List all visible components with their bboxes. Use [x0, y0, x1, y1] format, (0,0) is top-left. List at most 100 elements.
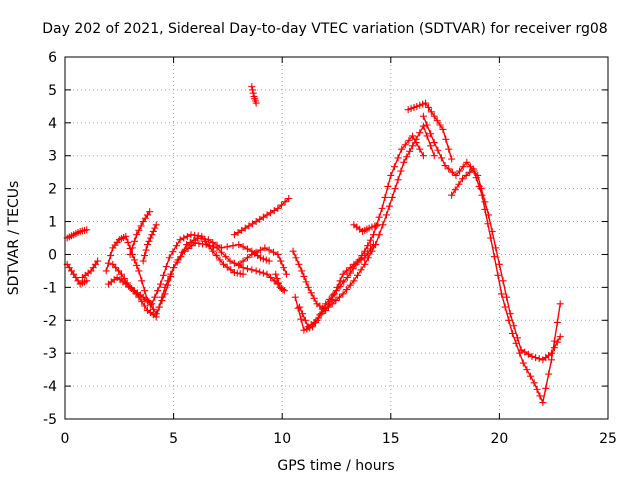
data-point-marker — [361, 247, 369, 255]
data-point-marker — [248, 83, 256, 91]
data-point-marker — [292, 254, 300, 262]
data-point-marker — [452, 171, 460, 179]
data-point-marker — [406, 147, 414, 155]
data-point-marker — [270, 207, 278, 215]
data-point-marker — [530, 379, 538, 387]
series-arc-15 — [291, 122, 438, 334]
y-tick-label: 2 — [48, 182, 57, 198]
data-point-marker — [149, 227, 157, 235]
data-point-marker — [456, 167, 464, 175]
data-point-marker — [275, 279, 283, 287]
data-point-marker — [167, 270, 175, 278]
data-point-marker — [545, 370, 553, 378]
data-point-marker — [455, 180, 463, 188]
data-point-marker — [350, 277, 358, 285]
data-point-marker — [535, 355, 543, 363]
data-point-marker — [180, 247, 188, 255]
data-point-marker — [277, 257, 285, 265]
data-point-marker — [151, 224, 159, 232]
data-point-marker — [252, 248, 260, 256]
data-point-marker — [312, 318, 320, 326]
data-point-marker — [416, 101, 424, 109]
data-point-marker — [252, 99, 260, 107]
data-point-marker — [364, 254, 372, 262]
data-point-marker — [445, 145, 453, 153]
data-point-marker — [487, 234, 495, 242]
data-point-marker — [407, 105, 415, 113]
data-point-marker — [463, 158, 471, 166]
data-point-marker — [459, 163, 467, 171]
data-point-marker — [161, 283, 169, 291]
data-point-marker — [325, 303, 333, 311]
data-point-marker — [162, 263, 170, 271]
data-point-marker — [495, 260, 503, 268]
data-point-marker — [152, 221, 160, 229]
data-point-marker — [329, 291, 337, 299]
data-point-marker — [131, 256, 139, 264]
data-point-marker — [180, 234, 188, 242]
data-point-marker — [252, 218, 260, 226]
data-point-marker — [405, 136, 413, 144]
data-point-marker — [352, 260, 360, 268]
data-point-marker — [353, 271, 361, 279]
data-point-marker — [141, 287, 149, 295]
data-point-marker — [510, 322, 518, 330]
data-point-marker — [416, 129, 424, 137]
data-point-marker — [295, 260, 303, 268]
data-point-marker — [374, 221, 382, 229]
y-tick-label: 1 — [48, 215, 57, 231]
data-point-marker — [339, 270, 347, 278]
data-point-marker — [243, 254, 251, 262]
data-point-marker — [394, 176, 402, 184]
data-point-marker — [492, 244, 500, 252]
x-axis-label: GPS time / hours — [277, 458, 394, 474]
data-point-marker — [469, 165, 477, 173]
data-point-marker — [528, 352, 536, 360]
tick-layer — [64, 56, 609, 420]
data-point-marker — [216, 256, 224, 264]
data-point-marker — [501, 303, 509, 311]
data-point-marker — [381, 193, 389, 201]
data-point-marker — [430, 139, 438, 147]
data-point-marker — [388, 193, 396, 201]
data-point-marker — [343, 267, 351, 275]
y-tick-label: -1 — [43, 280, 57, 296]
data-point-marker — [274, 204, 282, 212]
data-point-marker — [83, 277, 91, 285]
series-arc-03 — [78, 257, 102, 281]
data-point-marker — [527, 372, 535, 380]
data-point-marker — [335, 293, 343, 301]
data-point-marker — [123, 279, 131, 287]
data-point-marker — [234, 229, 242, 237]
data-point-marker — [423, 121, 431, 129]
data-point-marker — [514, 334, 521, 342]
data-point-marker — [274, 250, 282, 258]
y-tick-label: -3 — [43, 346, 57, 362]
data-point-marker — [273, 275, 281, 283]
data-point-marker — [332, 297, 340, 305]
data-point-marker — [291, 293, 299, 301]
data-point-marker — [249, 220, 257, 228]
series-arc-01 — [63, 260, 91, 288]
data-point-marker — [416, 145, 424, 153]
data-point-marker — [498, 290, 506, 298]
data-point-marker — [448, 168, 456, 176]
data-point-marker — [209, 247, 217, 255]
y-tick-label: -2 — [43, 313, 57, 329]
data-point-marker — [519, 359, 527, 367]
data-point-marker — [135, 267, 143, 275]
data-point-marker — [256, 268, 264, 276]
data-point-marker — [173, 258, 181, 266]
data-point-marker — [222, 253, 230, 261]
data-point-marker — [371, 222, 379, 230]
data-point-marker — [245, 222, 253, 230]
data-point-marker — [490, 253, 498, 261]
data-point-marker — [512, 339, 520, 347]
data-point-marker — [556, 333, 564, 341]
data-point-marker — [122, 232, 130, 240]
data-point-marker — [265, 257, 273, 265]
data-point-marker — [343, 273, 351, 281]
data-point-marker — [349, 265, 357, 273]
data-point-marker — [300, 272, 308, 280]
